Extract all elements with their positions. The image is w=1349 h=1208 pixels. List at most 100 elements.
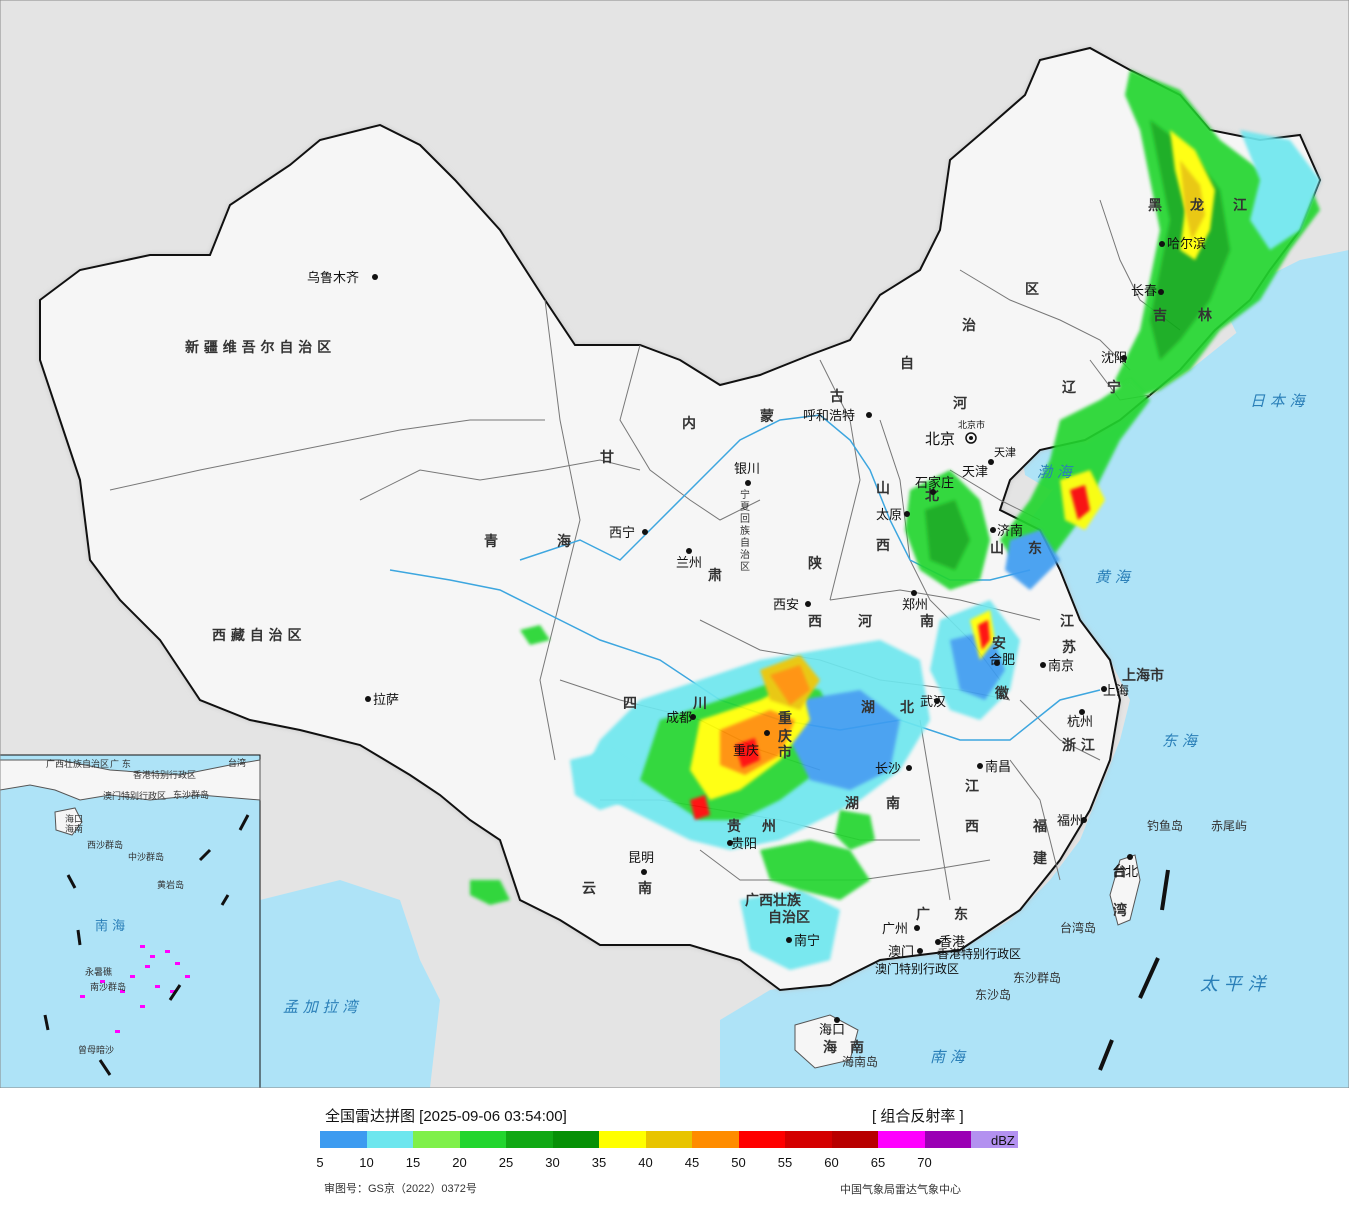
sea-south: 南 海 [930,1048,967,1066]
city-haikou: 海口 [819,1023,845,1038]
label-chongqing-3: 市 [778,744,792,761]
island-hainan: 海南岛 [842,1054,878,1069]
label-liaoning-1: 辽 [1062,380,1077,396]
label-xinjiang: 新 疆 维 吾 尔 自 治 区 [185,339,331,356]
sea-bengal: 孟 加 拉 湾 [283,998,360,1016]
legend-swatch [831,1131,878,1148]
sea-bohai: 渤 海 [1037,463,1074,481]
city-kunming: 昆明 [628,851,654,866]
label-guangxi-1: 广西壮族 [745,892,802,909]
legend-tick-label: 40 [638,1155,653,1170]
legend-unit: dBZ [991,1133,1015,1148]
label-hainan-2: 南 [850,1039,864,1056]
label-guangxi-2: 自治区 [768,909,810,926]
legend-tick-label: 15 [405,1155,421,1170]
city-xian: 西安 [773,598,799,613]
island-taiwan: 台湾岛 [1060,920,1096,935]
city-guangzhou: 广州 [882,922,908,937]
label-nm-3: 古 [830,388,844,405]
inset-taiwan: 台湾 [228,757,246,769]
label-fujian-2: 建 [1033,850,1047,867]
legend-tick-label: 20 [452,1155,467,1170]
label-jiangxi-1: 江 [965,778,979,795]
city-jinan: 济南 [997,523,1023,539]
legend-title: 全国雷达拼图 [2025-09-06 03:54:00] [325,1108,567,1125]
island-labels: 钓鱼岛 赤尾屿 台湾岛 东沙群岛 东沙岛 海南岛 [842,818,1247,1069]
label-guizhou-1: 贵 [727,818,741,835]
inset-guangxi: 广西壮族自治区 [46,758,109,770]
svg-text:区: 区 [740,561,750,573]
label-hlj-2: 龙 [1189,197,1204,214]
label-nm-2: 蒙 [760,408,774,425]
inset-nansha: 南沙群岛 [90,981,126,993]
city-hangzhou: 杭州 [1067,715,1093,730]
inset-yongshu: 永暑礁 [85,966,112,978]
city-lanzhou: 兰州 [676,556,702,571]
label-anhui-2: 徽 [994,685,1010,702]
label-hunan-1: 湖 [845,796,859,812]
label-shaanxi-2: 西 [808,614,822,630]
label-jiangsu-1: 江 [1060,613,1074,630]
city-zhengzhou: 郑州 [902,598,928,613]
label-gansu-b: 肃 [708,567,722,584]
legend-swatch [878,1131,925,1148]
legend-swatch [459,1131,506,1148]
city-taiyuan: 太原 [876,508,902,523]
island-diaoyu: 钓鱼岛 [1147,818,1183,833]
boundary-dashes [1098,869,1170,1071]
label-jiangxi-2: 西 [965,819,979,835]
city-chongqing: 重庆 [733,743,759,759]
label-chongqing-1: 重 [778,710,792,727]
svg-text:族: 族 [740,524,750,537]
inset-xisha: 西沙群岛 [87,839,123,851]
inset-south-sea: 南 海 [95,918,125,934]
legend-swatch [645,1131,692,1148]
svg-text:宁: 宁 [740,488,750,501]
legend-swatch [924,1131,971,1148]
label-qinghai-a: 青 [484,533,498,550]
city-tianjin: 天津 [962,465,988,480]
label-nm-1: 内 [682,415,696,432]
label-shandong-2: 东 [1028,540,1042,557]
city-taipei: 台北 [1112,865,1138,880]
sea-pacific: 太 平 洋 [1200,974,1267,995]
label-nm-4: 自 [900,355,914,372]
svg-text:回: 回 [740,513,750,525]
label-jiangsu-2: 苏 [1062,639,1076,656]
svg-text:自: 自 [740,536,750,549]
svg-text:夏: 夏 [740,501,750,513]
label-hlj-1: 黑 [1148,198,1162,214]
label-hebei-1: 河 [953,395,967,412]
city-harbin: 哈尔滨 [1167,236,1206,252]
legend-tick-label: 60 [824,1155,839,1170]
label-shandong-1: 山 [990,541,1004,557]
label-hubei-2: 北 [900,700,914,716]
label-nm-5: 治 [962,317,976,334]
label-tibet: 西 藏 自 治 区 [212,627,302,644]
legend-panel [0,1088,1349,1208]
label-hk-sar: 香港特别行政区 [937,946,1021,961]
city-shenyang: 沈阳 [1101,351,1127,366]
region-labels: 新 疆 维 吾 尔 自 治 区 西 藏 自 治 区 青 海 甘 肃 内 蒙 古 … [185,197,1247,1056]
legend-tick-label: 30 [545,1155,560,1170]
label-sichuan-2: 川 [692,696,707,712]
label-taiwan-2: 湾 [1113,902,1127,919]
label-hunan-2: 南 [886,795,900,812]
legend-tick-label: 25 [498,1155,514,1170]
city-wuhan: 武汉 [920,695,946,710]
inset-zengmu: 曾母暗沙 [78,1044,114,1056]
city-shanghai: 上海 [1103,684,1129,699]
island-dongsha-islands: 东沙群岛 [1013,970,1061,985]
city-changsha: 长沙 [875,762,901,777]
sea-japan: 日 本 海 [1250,392,1307,410]
label-macao-sar: 澳门特别行政区 [875,961,959,976]
city-labels: 乌鲁木齐 拉萨 西宁 兰州 银川 呼和浩特 北京 天津 石家庄 太原 济南 郑州… [307,236,1206,1038]
legend-tick-label: 45 [684,1155,700,1170]
inset-labels: 南 海 西沙群岛 中沙群岛 黄岩岛 南沙群岛 永暑礁 曾母暗沙 海口 海南 广西… [46,757,246,1056]
sea-bengal [260,880,440,1088]
city-nanchang: 南昌 [985,759,1011,775]
label-henan-1: 河 [858,613,872,630]
source-credit: 中国气象局雷达气象中心 [840,1184,961,1196]
city-fuzhou: 福州 [1057,814,1083,829]
city-guiyang: 贵阳 [731,837,757,852]
